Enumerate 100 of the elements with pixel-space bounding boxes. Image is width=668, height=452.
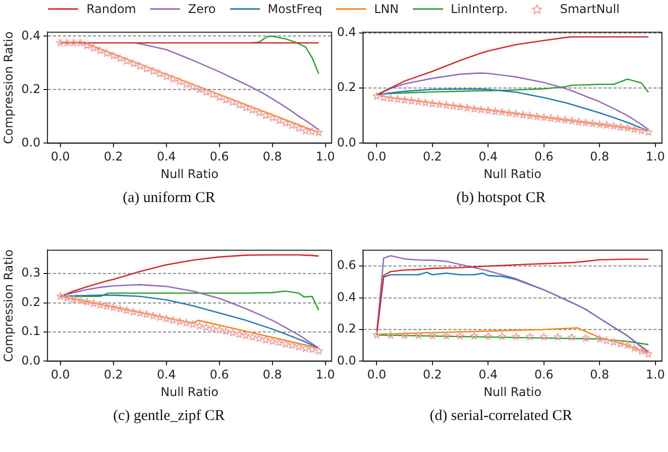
- point: [110, 52, 118, 60]
- x-tick-label: 0.0: [50, 150, 70, 164]
- point: [540, 114, 548, 121]
- point: [248, 106, 256, 114]
- point: [176, 78, 184, 86]
- point: [70, 38, 78, 46]
- point: [484, 332, 492, 340]
- point: [288, 122, 296, 129]
- point: [189, 82, 197, 90]
- point: [149, 312, 157, 320]
- point: [228, 328, 236, 336]
- y-tick-label: 0.2: [336, 322, 356, 336]
- point: [169, 316, 177, 324]
- point: [428, 100, 436, 108]
- point: [295, 124, 303, 132]
- x-tick-label: 0.2: [422, 368, 442, 382]
- point: [83, 42, 91, 49]
- point: [610, 122, 618, 130]
- point: [208, 90, 217, 98]
- point: [116, 304, 124, 312]
- point: [400, 96, 408, 104]
- point: [248, 332, 256, 340]
- point: [162, 72, 170, 80]
- point: [56, 292, 64, 300]
- point: [463, 104, 472, 112]
- x-tick-label: 0.6: [210, 150, 229, 164]
- x-tick-label: 0.6: [534, 368, 554, 382]
- x-tick-label: 0.8: [590, 150, 610, 164]
- point: [582, 118, 590, 126]
- y-tick-label: 0.3: [21, 266, 40, 280]
- point: [295, 342, 303, 350]
- point: [142, 310, 150, 318]
- point: [568, 333, 576, 341]
- y-tick-label: 0.1: [21, 324, 40, 338]
- y-tick-label: 0.4: [21, 28, 40, 42]
- x-axis-title: Null Ratio: [484, 166, 542, 181]
- point: [302, 126, 310, 134]
- x-tick-label: 0.2: [104, 368, 123, 382]
- y-tick-label: 0.2: [21, 82, 40, 96]
- point: [588, 120, 596, 127]
- y-tick-label: 0.0: [336, 135, 356, 150]
- x-tick-label: 0.2: [104, 150, 123, 164]
- point: [386, 331, 394, 339]
- point: [477, 106, 485, 114]
- point: [222, 96, 230, 104]
- point: [512, 332, 520, 340]
- point: [630, 344, 638, 352]
- point: [568, 116, 576, 124]
- x-axis-title: Null Ratio: [484, 384, 542, 399]
- y-tick-label: 0.0: [21, 135, 40, 150]
- point: [242, 104, 250, 111]
- y-tick-label: 0.2: [336, 80, 356, 94]
- point: [372, 92, 380, 100]
- point: [129, 308, 138, 316]
- point: [202, 88, 210, 96]
- point: [76, 38, 84, 46]
- point: [196, 85, 204, 93]
- point: [533, 112, 541, 120]
- x-tick-label: 1.0: [646, 150, 665, 164]
- point: [96, 300, 104, 308]
- point: [442, 101, 450, 109]
- point: [630, 125, 638, 133]
- x-tick-label: 0.0: [367, 368, 386, 382]
- point: [540, 332, 548, 340]
- point: [262, 111, 270, 119]
- point: [372, 331, 380, 338]
- legend-label: Random: [86, 2, 136, 16]
- legend-label: LinInterp.: [450, 2, 508, 16]
- point: [596, 120, 604, 128]
- x-tick-label: 0.4: [156, 150, 176, 164]
- point: [189, 320, 197, 328]
- point: [102, 49, 111, 57]
- x-tick-label: 0.4: [156, 368, 176, 382]
- y-tick-label: 0.2: [21, 294, 40, 309]
- point: [616, 123, 624, 131]
- text: (c) gentle_zipf CR: [112, 408, 226, 425]
- point: [142, 64, 150, 72]
- point: [208, 324, 217, 332]
- x-tick-label: 0.2: [422, 150, 442, 164]
- y-tick-label: 0.0: [336, 353, 356, 368]
- point: [156, 313, 164, 321]
- point: [512, 110, 520, 118]
- point: [414, 98, 422, 106]
- point: [644, 350, 652, 358]
- point: [314, 346, 323, 354]
- point: [380, 94, 388, 101]
- point: [90, 299, 98, 307]
- x-tick-label: 1.0: [316, 368, 335, 382]
- point: [554, 115, 562, 123]
- point: [519, 111, 527, 118]
- point: [302, 344, 310, 352]
- point: [275, 338, 283, 346]
- x-tick-label: 1.0: [316, 150, 335, 164]
- point: [484, 106, 492, 114]
- x-tick-label: 0.0: [367, 150, 386, 164]
- point: [526, 332, 534, 340]
- point: [554, 333, 562, 340]
- point: [638, 126, 646, 134]
- point: [282, 340, 290, 348]
- point: [414, 332, 422, 339]
